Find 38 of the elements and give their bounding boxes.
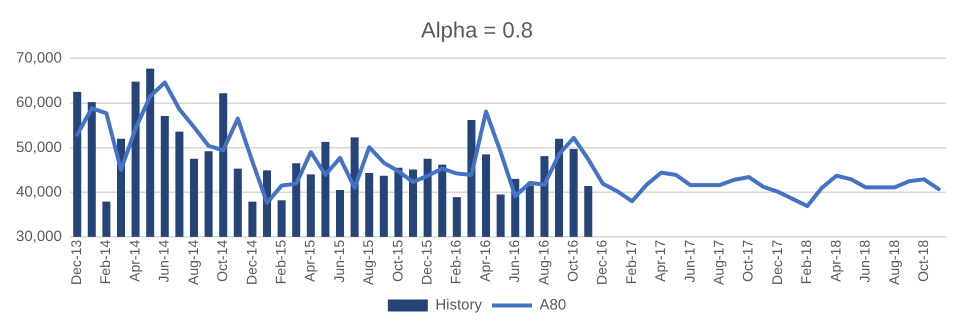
x-tick-label: Dec-15 [418,240,434,285]
x-tick-label: Oct-15 [389,240,406,282]
x-tick-label: Feb-18 [798,240,814,284]
x-tick-label: Feb-14 [97,240,114,284]
x-tick-label: Apr-14 [126,240,142,282]
x-tick-label: Aug-16 [535,240,552,286]
x-tick-label: Dec-16 [594,240,610,285]
x-tick-label: Dec-14 [243,240,260,285]
x-tick-label: Apr-15 [302,240,318,282]
x-tick-label: Oct-14 [214,240,230,282]
x-tick-label: Jun-14 [156,240,172,283]
legend-label: A80 [539,296,566,314]
y-tick-label: 70,000 [16,50,62,67]
x-tick-label: Oct-17 [740,240,756,282]
x-tick-label: Feb-17 [622,240,639,284]
x-tick-label: Aug-17 [710,240,727,286]
y-tick-label: 30,000 [16,228,62,245]
x-tick-label: Oct-18 [914,240,931,282]
x-tick-label: Jun-18 [856,240,873,283]
x-tick-label: Apr-17 [652,240,668,282]
x-tick-label: Feb-16 [448,240,464,284]
x-tick-label: Dec-17 [768,240,785,285]
x-tick-label: Aug-18 [886,240,902,286]
legend-label: History [435,296,482,314]
x-tick-label: Jun-15 [330,240,347,283]
x-tick-label: Jun-16 [506,240,522,283]
y-tick-label: 50,000 [16,138,62,156]
x-tick-label: Oct-16 [564,240,581,282]
x-tick-label: Aug-15 [360,240,376,286]
y-tick-label: 60,000 [16,94,62,112]
x-tick-label: Apr-18 [827,240,844,282]
x-tick-label: Dec-13 [68,240,84,285]
x-tick-label: Feb-15 [272,240,288,284]
chart-title: Alpha = 0.8 [421,17,533,42]
x-tick-label: Aug-14 [184,240,201,286]
x-tick-label: Jun-17 [681,240,698,283]
y-tick-label: 40,000 [16,183,62,200]
x-tick-label: Apr-16 [476,240,493,282]
